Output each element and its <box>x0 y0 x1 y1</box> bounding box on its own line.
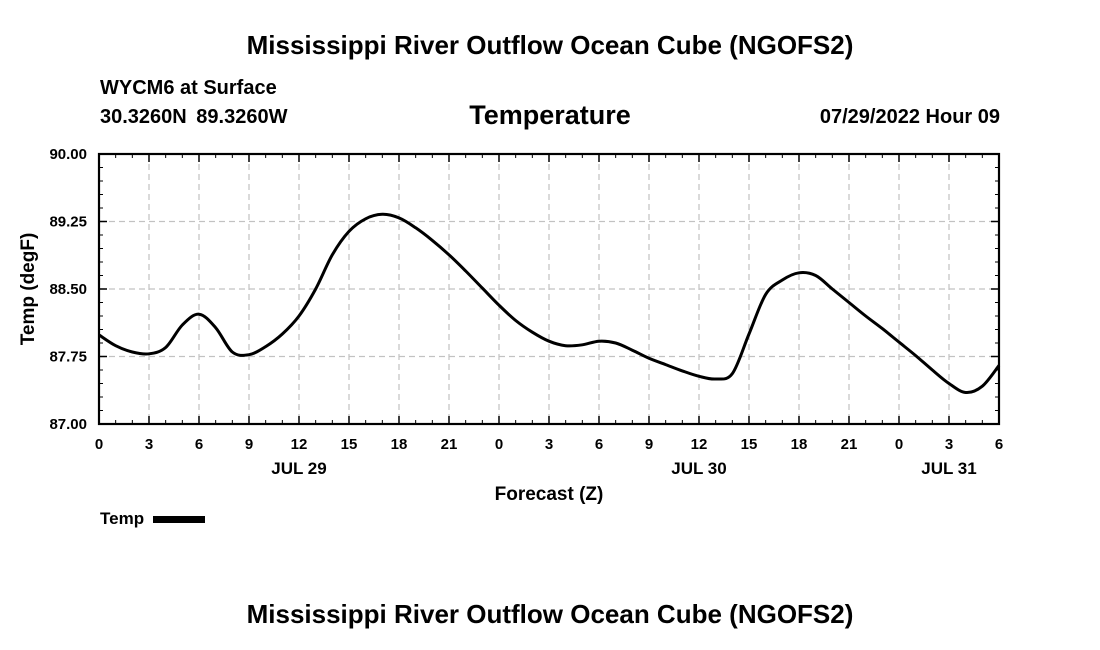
x-tick-label: 12 <box>291 436 308 453</box>
x-tick-label: 0 <box>895 436 903 453</box>
x-tick-label: 9 <box>245 436 253 453</box>
station-coordinates: 30.3260N 89.3260W <box>100 106 288 128</box>
forecast-timestamp: 07/29/2022 Hour 09 <box>819 106 1000 128</box>
x-tick-label: 15 <box>741 436 758 453</box>
x-tick-label: 6 <box>595 436 603 453</box>
day-label: JUL 31 <box>921 459 976 478</box>
y-tick-label: 89.25 <box>49 214 87 231</box>
x-tick-label: 18 <box>391 436 408 453</box>
day-label: JUL 29 <box>271 459 326 478</box>
x-tick-label: 6 <box>995 436 1003 453</box>
x-tick-label: 9 <box>645 436 653 453</box>
x-tick-label: 3 <box>945 436 953 453</box>
x-tick-label: 12 <box>691 436 708 453</box>
temperature-chart: 0 3 6 9 12 15 18 21 0 3 6 9 12 15 18 21 0 3 6 87.00 87.75 88.… <box>18 146 1003 505</box>
x-tick-label: 15 <box>341 436 358 453</box>
x-tick-label: 0 <box>495 436 503 453</box>
day-label: JUL 30 <box>671 459 726 478</box>
series-line-temp <box>98 212 1001 395</box>
page-title-repeat: Mississippi River Outflow Ocean Cube (NG… <box>246 599 854 629</box>
x-tick-label: 21 <box>841 436 858 453</box>
station-name: WYCM6 at Surface <box>100 77 277 99</box>
x-tick-label: 0 <box>95 436 103 453</box>
x-tick-label: 21 <box>441 436 458 453</box>
y-axis-title: Temp (degF) <box>18 233 39 346</box>
y-tick-label: 90.00 <box>49 146 87 163</box>
y-tick-label: 88.50 <box>49 281 87 298</box>
y-tick-label: 87.75 <box>49 349 87 366</box>
x-axis-title: Forecast (Z) <box>495 484 604 505</box>
legend-line-swatch <box>153 515 206 523</box>
x-tick-label: 6 <box>195 436 203 453</box>
y-tick-label: 87.00 <box>49 416 87 433</box>
grid-lines <box>99 154 999 424</box>
x-tick-label: 3 <box>145 436 153 453</box>
legend: Temp <box>100 509 206 529</box>
chart-title: Temperature <box>469 100 631 130</box>
plot-frame <box>97 152 1001 426</box>
page-title: Mississippi River Outflow Ocean Cube (NG… <box>246 30 854 60</box>
x-tick-label: 3 <box>545 436 553 453</box>
legend-label: Temp <box>100 509 145 528</box>
tick-labels: 0 3 6 9 12 15 18 21 0 3 6 9 12 15 18 21 0 3 6 87.00 87.75 88.… <box>49 146 1003 478</box>
x-tick-label: 18 <box>791 436 808 453</box>
series-layer <box>98 212 1001 395</box>
